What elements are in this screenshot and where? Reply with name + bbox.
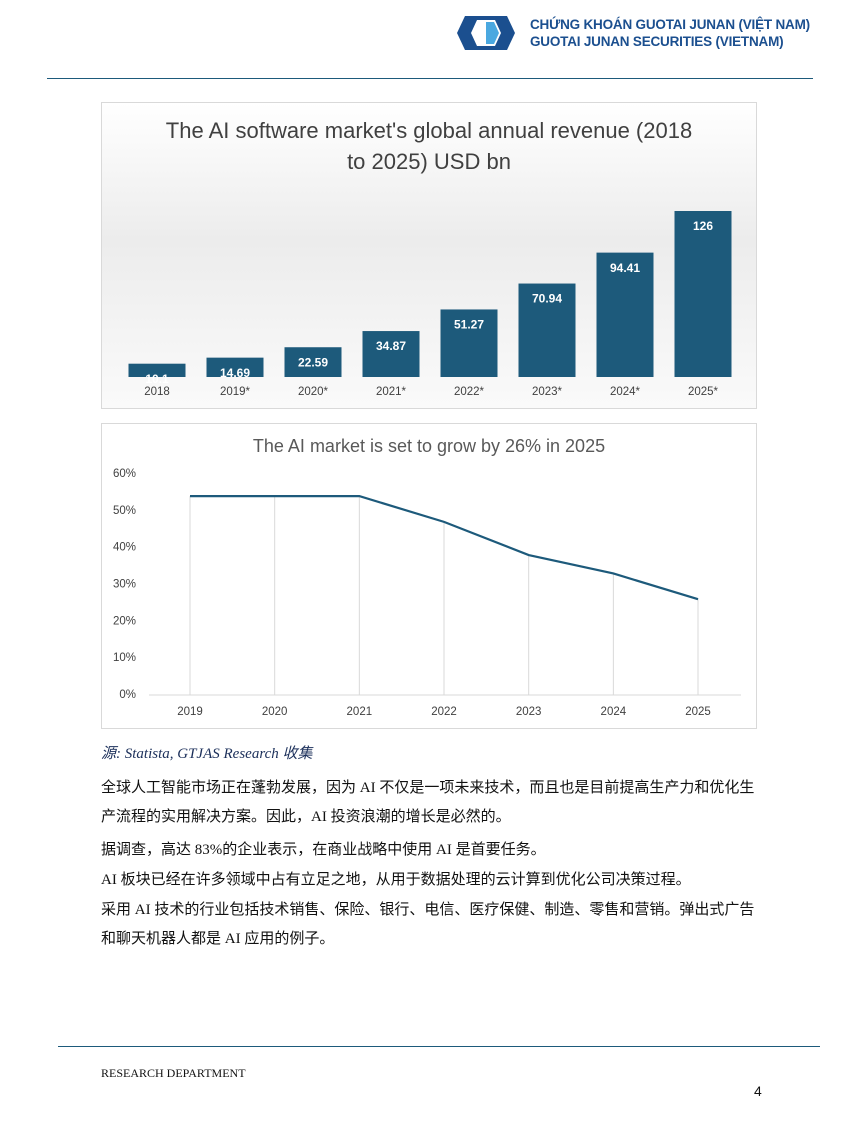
plot: 0% 10% 20% 30% 40% 50% 60% 2019 2020 2021 2022 2023… (113, 468, 741, 718)
x-tick-label: 2024* (610, 386, 641, 398)
value-label: 10.1 (145, 372, 169, 386)
line (190, 495, 699, 601)
x-tick-label: 2022* (454, 386, 485, 398)
chart-title: The AI software market's global annual r… (165, 118, 693, 174)
x-tick-label: 2023 (516, 706, 542, 718)
value-label: 51.27 (454, 318, 484, 332)
x-tick-label: 2019* (220, 386, 251, 398)
x-tick-label: 2019 (177, 706, 203, 718)
bar (518, 283, 576, 377)
header-line: CHỨNG KHOÁN GUOTAI JUNAN (VIỆT NAM) (530, 17, 810, 32)
x-tick-label: 2024 (601, 706, 627, 718)
paragraph: 据调查，高达 83%的企业表示，在商业战略中使用 AI 是首要任务。 (101, 842, 546, 858)
chart-title: The AI market is set to grow by 26% in 2… (252, 436, 606, 456)
chart: The AI market is set to grow by 26% in 2… (101, 423, 757, 729)
footer: RESEARCH DEPARTMENT (101, 1066, 246, 1080)
value-label: 34.87 (376, 339, 406, 353)
value-label: 22.59 (298, 355, 328, 369)
x-tick-label: 2021* (376, 386, 407, 398)
x-tick-label: 2025 (685, 706, 711, 718)
bar (284, 347, 342, 377)
y-tick-label: 60% (113, 468, 136, 480)
paragraph: 全球人工智能市场正在蓬勃发展，因为 AI 不仅是一项未来技术，而且也是目前提高生… (101, 780, 755, 825)
bar (440, 309, 498, 377)
value-label: 94.41 (610, 261, 640, 275)
x-tick-label: 2022 (431, 706, 457, 718)
source: 源: Statista, GTJAS Research 收集 (101, 746, 313, 762)
bar (674, 211, 732, 377)
bar (596, 252, 654, 377)
x-tick-label: 2020* (298, 386, 329, 398)
y-tick-label: 40% (113, 542, 136, 554)
paragraph: 采用 AI 技术的行业包括技术销售、保险、银行、电信、医疗保健、制造、零售和营销… (101, 902, 755, 947)
value-label: 14.69 (220, 366, 250, 380)
y-tick-label: 0% (119, 689, 136, 701)
paragraph: AI 板块已经在许多领域中占有立足之地，从用于数据处理的云计算到优化公司决策过程… (101, 872, 691, 888)
page-number: 4 (754, 1083, 762, 1099)
x-tick-label: 2018 (144, 386, 170, 398)
rule (47, 78, 813, 79)
bar (206, 357, 264, 377)
y-tick-label: 30% (113, 579, 136, 591)
y-tick-label: 20% (113, 615, 136, 627)
y-tick-label: 50% (113, 505, 136, 517)
value-label: 126 (693, 219, 713, 233)
bar (128, 363, 186, 377)
x-tick-label: 2025* (688, 386, 719, 398)
rule (58, 1046, 820, 1047)
bar (362, 331, 420, 377)
x-tick-label: 2021 (347, 706, 373, 718)
x-tick-label: 2020 (262, 706, 288, 718)
y-tick-label: 10% (113, 652, 136, 664)
x-tick-label: 2023* (532, 386, 563, 398)
header-line: GUOTAI JUNAN SECURITIES (VIETNAM) (530, 34, 784, 49)
chart: The AI software market's global annual r… (101, 102, 757, 409)
value-label: 70.94 (532, 292, 562, 306)
logo (457, 16, 515, 50)
